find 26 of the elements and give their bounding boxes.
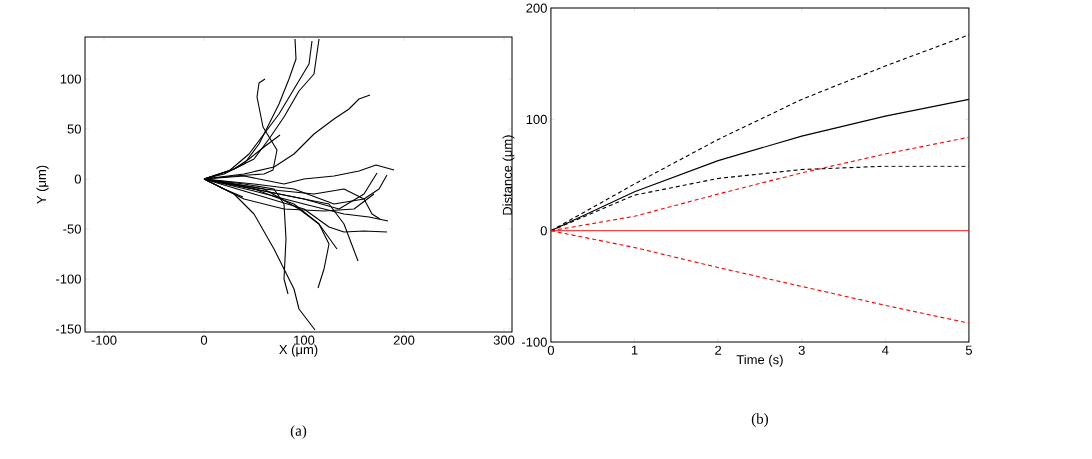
y-tick-label: -50	[63, 224, 81, 234]
y-tick-label: 0	[540, 226, 547, 236]
y-tick-label: 50	[67, 124, 81, 134]
x-axis-title: Time (s)	[736, 354, 783, 367]
text: (a)	[290, 425, 307, 439]
x-tick-label: 100	[294, 335, 315, 345]
x-axis-title: X (μm)	[279, 344, 318, 357]
text: (b)	[751, 413, 769, 427]
x-tick-label: -100	[91, 335, 117, 345]
y-axis-title: Y (μm)	[36, 165, 49, 204]
x-tick-label: 3	[798, 345, 805, 355]
x-tick-label: 0	[547, 345, 555, 355]
y-tick-label: -150	[56, 324, 81, 334]
x-tick-label: 0	[200, 335, 208, 345]
x-tick-label: 200	[393, 335, 415, 345]
x-tick-label: 4	[882, 345, 889, 355]
y-tick-label: 100	[526, 114, 547, 125]
x-tick-label: 5	[965, 345, 972, 355]
x-tick-label: 2	[715, 345, 722, 355]
y-tick-label: 100	[60, 74, 81, 84]
y-axis-title: Distance (μm)	[502, 135, 515, 215]
y-tick-label: 200	[526, 3, 547, 13]
y-tick-label: 0	[74, 174, 81, 184]
x-tick-label: 1	[631, 345, 638, 355]
x-tick-label: 300	[493, 335, 515, 345]
y-tick-label: -100	[56, 274, 81, 284]
